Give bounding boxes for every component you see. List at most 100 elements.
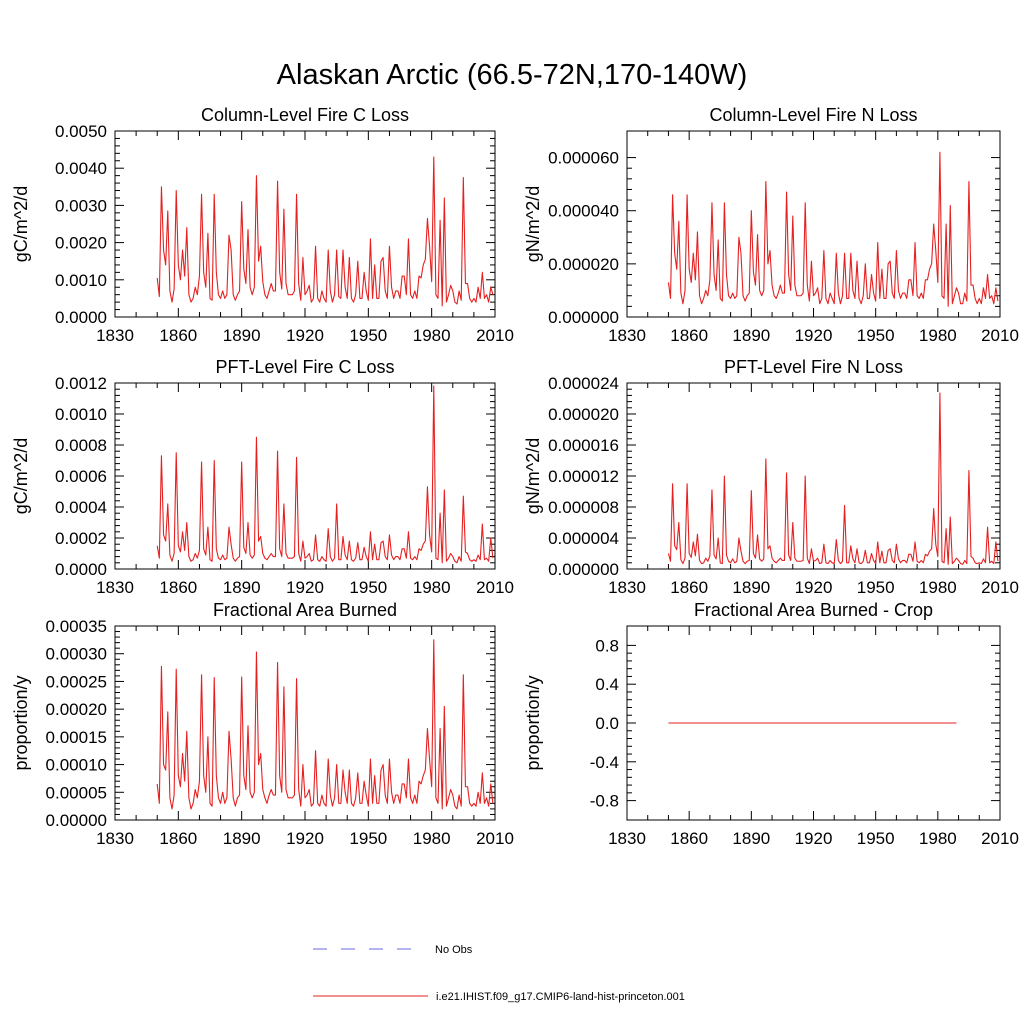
x-tick-label: 1980 (413, 829, 451, 848)
y-tick-label: 0.0040 (55, 159, 107, 178)
y-tick-label: -0.4 (590, 753, 619, 772)
y-tick-label: 0.000000 (548, 308, 619, 327)
y-tick-label: 0.0000 (55, 308, 107, 327)
x-tick-label: 2010 (981, 326, 1019, 345)
y-tick-label: 0.00005 (46, 783, 107, 802)
plot-frame (626, 382, 1001, 570)
y-tick-label: 0.000020 (548, 405, 619, 424)
x-tick-label: 1890 (223, 829, 261, 848)
x-tick-label: 1920 (795, 326, 833, 345)
x-tick-label: 1920 (286, 326, 324, 345)
series-line (156, 385, 494, 564)
panel-title: Fractional Area Burned (213, 600, 397, 620)
y-tick-label: 0.0000 (55, 560, 107, 579)
chart-panel: PFT-Level Fire N Loss gN/m^2/d 1830 1860 189… (523, 357, 1019, 597)
x-tick-label: 2010 (981, 578, 1019, 597)
chart-panel: Fractional Area Burned - Crop proportion/… (523, 600, 1019, 848)
y-tick-label: 0.8 (595, 636, 619, 655)
panel-title: PFT-Level Fire N Loss (724, 357, 903, 377)
y-tick-label: 0.00035 (46, 617, 107, 636)
legend-label-model-run: i.e21.IHIST.f09_g17.CMIP6-land-hist-prin… (436, 991, 685, 1003)
x-tick-label: 1950 (349, 326, 387, 345)
chart-panel: Column-Level Fire N Loss gN/m^2/d 1830 1860… (523, 105, 1019, 345)
x-tick-label: 1830 (96, 829, 134, 848)
x-tick-label: 1980 (919, 326, 957, 345)
x-tick-label: 1950 (857, 578, 895, 597)
y-tick-label: -0.8 (590, 792, 619, 811)
x-tick-label: 1890 (223, 326, 261, 345)
x-tick-label: 1980 (413, 578, 451, 597)
x-tick-label: 1890 (732, 578, 770, 597)
x-tick-label: 1920 (795, 829, 833, 848)
y-tick-label: 0.0006 (55, 467, 107, 486)
chart-panel: PFT-Level Fire C Loss gC/m^2/d 1830 1860 189… (11, 357, 514, 597)
x-tick-label: 1890 (223, 578, 261, 597)
y-tick-label: 0.0008 (55, 436, 107, 455)
y-tick-label: 0.00025 (46, 672, 107, 691)
panel-title: Column-Level Fire C Loss (201, 105, 409, 125)
plot-frame (114, 382, 496, 570)
x-tick-label: 1980 (919, 578, 957, 597)
x-tick-label: 1830 (608, 578, 646, 597)
x-tick-label: 1890 (732, 829, 770, 848)
y-axis-label: gC/m^2/d (11, 438, 31, 514)
x-tick-label: 1830 (96, 578, 134, 597)
panel-title: PFT-Level Fire C Loss (215, 357, 394, 377)
series-line (156, 156, 494, 307)
y-tick-label: 0.0030 (55, 196, 107, 215)
x-tick-label: 1830 (96, 326, 134, 345)
x-tick-label: 1830 (608, 326, 646, 345)
x-tick-label: 1950 (857, 326, 895, 345)
panel-title: Column-Level Fire N Loss (709, 105, 917, 125)
y-tick-label: 0.00000 (46, 811, 107, 830)
x-tick-label: 1860 (670, 326, 708, 345)
y-tick-label: 0.000012 (548, 467, 619, 486)
y-axis-label: proportion/y (523, 675, 543, 770)
x-tick-label: 1920 (286, 578, 324, 597)
y-axis-label: gN/m^2/d (523, 438, 543, 514)
x-tick-label: 1890 (732, 326, 770, 345)
y-tick-label: 0.00015 (46, 728, 107, 747)
y-tick-label: 0.0020 (55, 234, 107, 253)
x-tick-label: 1920 (795, 578, 833, 597)
x-tick-label: 1980 (919, 829, 957, 848)
series-line (156, 639, 494, 810)
chart-panels: Column-Level Fire C Loss gC/m^2/d 1830 1860… (11, 105, 1019, 848)
x-tick-label: 1950 (349, 829, 387, 848)
y-tick-label: 0.000008 (548, 498, 619, 517)
main-title: Alaskan Arctic (66.5-72N,170-140W) (277, 59, 748, 91)
x-tick-label: 1920 (286, 829, 324, 848)
y-tick-label: 0.000016 (548, 436, 619, 455)
x-tick-label: 1830 (608, 829, 646, 848)
y-tick-label: 0.00030 (46, 645, 107, 664)
legend: No Obs i.e21.IHIST.f09_g17.CMIP6-land-hi… (313, 944, 685, 1003)
x-tick-label: 1950 (857, 829, 895, 848)
y-tick-label: 0.00020 (46, 700, 107, 719)
y-axis-label: gN/m^2/d (523, 186, 543, 262)
y-tick-label: 0.000060 (548, 149, 619, 168)
y-tick-label: 0.000004 (548, 529, 619, 548)
x-tick-label: 1860 (159, 578, 197, 597)
x-tick-label: 2010 (476, 578, 514, 597)
y-tick-label: 0.0002 (55, 529, 107, 548)
y-tick-label: 0.0010 (55, 271, 107, 290)
panel-title: Fractional Area Burned - Crop (694, 600, 933, 620)
x-tick-label: 1860 (670, 578, 708, 597)
x-tick-label: 1860 (159, 829, 197, 848)
chart-panel: Fractional Area Burned proportion/y 1830 18… (11, 600, 514, 848)
y-tick-label: 0.4 (595, 675, 619, 694)
y-tick-label: 0.0004 (55, 498, 107, 517)
y-tick-label: 0.0010 (55, 405, 107, 424)
chart-panel: Column-Level Fire C Loss gC/m^2/d 1830 1860… (11, 105, 514, 345)
x-tick-label: 1860 (159, 326, 197, 345)
y-tick-label: 0.000024 (548, 374, 619, 393)
x-tick-label: 2010 (981, 829, 1019, 848)
x-tick-label: 2010 (476, 829, 514, 848)
y-tick-label: 0.00010 (46, 756, 107, 775)
x-tick-label: 2010 (476, 326, 514, 345)
x-tick-label: 1950 (349, 578, 387, 597)
x-tick-label: 1980 (413, 326, 451, 345)
y-tick-label: 0.000020 (548, 255, 619, 274)
series-line (667, 392, 999, 565)
